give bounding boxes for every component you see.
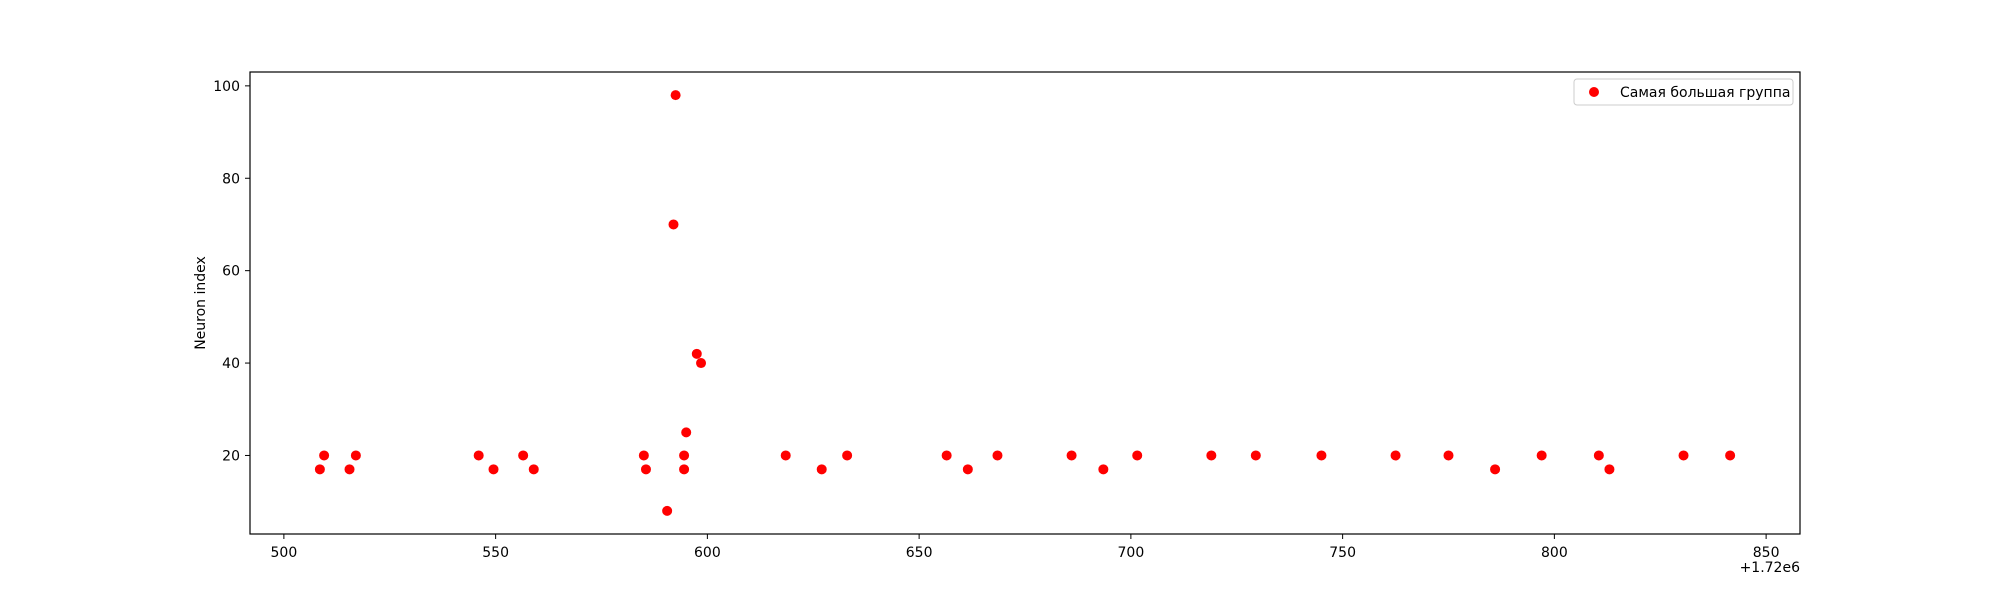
x-tick-label: 650 — [906, 545, 933, 561]
data-point — [1593, 450, 1604, 461]
x-tick-label: 500 — [271, 545, 298, 561]
data-point — [344, 464, 355, 475]
data-point — [941, 450, 952, 461]
y-tick-label: 60 — [222, 264, 240, 280]
data-point — [1604, 464, 1615, 475]
data-point — [1490, 464, 1501, 475]
data-point — [962, 464, 973, 475]
legend-box — [1573, 78, 1794, 106]
data-point — [1725, 450, 1736, 461]
data-point — [816, 464, 827, 475]
y-axis-label: Neuron index — [193, 256, 209, 350]
data-point — [1132, 450, 1143, 461]
data-point — [528, 464, 539, 475]
data-point — [696, 358, 707, 369]
data-point — [473, 450, 484, 461]
axis-ticks: 500 550 600 650 700 750 800 850 20 40 60 80 100 — [213, 79, 1779, 561]
data-point — [1678, 450, 1689, 461]
data-point — [350, 450, 361, 461]
data-point — [842, 450, 853, 461]
x-tick-label: 850 — [1753, 545, 1780, 561]
data-point — [1536, 450, 1547, 461]
data-point — [992, 450, 1003, 461]
data-point — [681, 427, 692, 438]
data-points — [314, 90, 1736, 516]
data-point — [314, 464, 325, 475]
data-point — [670, 90, 681, 101]
legend-label: Самая большая группа — [1620, 85, 1790, 101]
data-point — [1390, 450, 1401, 461]
data-point — [1250, 450, 1261, 461]
x-tick-label: 600 — [694, 545, 721, 561]
legend: Самая большая группа — [1573, 78, 1794, 106]
data-point — [319, 450, 330, 461]
data-point — [1206, 450, 1217, 461]
data-point — [518, 450, 529, 461]
y-tick-label: 100 — [213, 79, 240, 95]
x-tick-label: 750 — [1329, 545, 1356, 561]
x-tick-label: 550 — [482, 545, 509, 561]
data-point — [1066, 450, 1077, 461]
data-point — [638, 450, 649, 461]
data-point — [679, 464, 690, 475]
data-point — [640, 464, 651, 475]
y-tick-label: 40 — [222, 356, 240, 372]
data-point — [662, 505, 673, 516]
data-point — [668, 219, 679, 230]
data-point — [691, 348, 702, 359]
data-point — [1443, 450, 1454, 461]
plot-area-frame — [249, 71, 1801, 535]
x-tick-label: 800 — [1541, 545, 1568, 561]
data-point — [1316, 450, 1327, 461]
legend-marker — [1589, 87, 1599, 97]
data-point — [780, 450, 791, 461]
x-axis-offset-label: +1.72e6 — [1740, 560, 1801, 576]
data-point — [1098, 464, 1109, 475]
y-tick-label: 20 — [222, 448, 240, 464]
data-point — [679, 450, 690, 461]
data-point — [488, 464, 499, 475]
y-tick-label: 80 — [222, 171, 240, 187]
x-tick-label: 700 — [1118, 545, 1145, 561]
